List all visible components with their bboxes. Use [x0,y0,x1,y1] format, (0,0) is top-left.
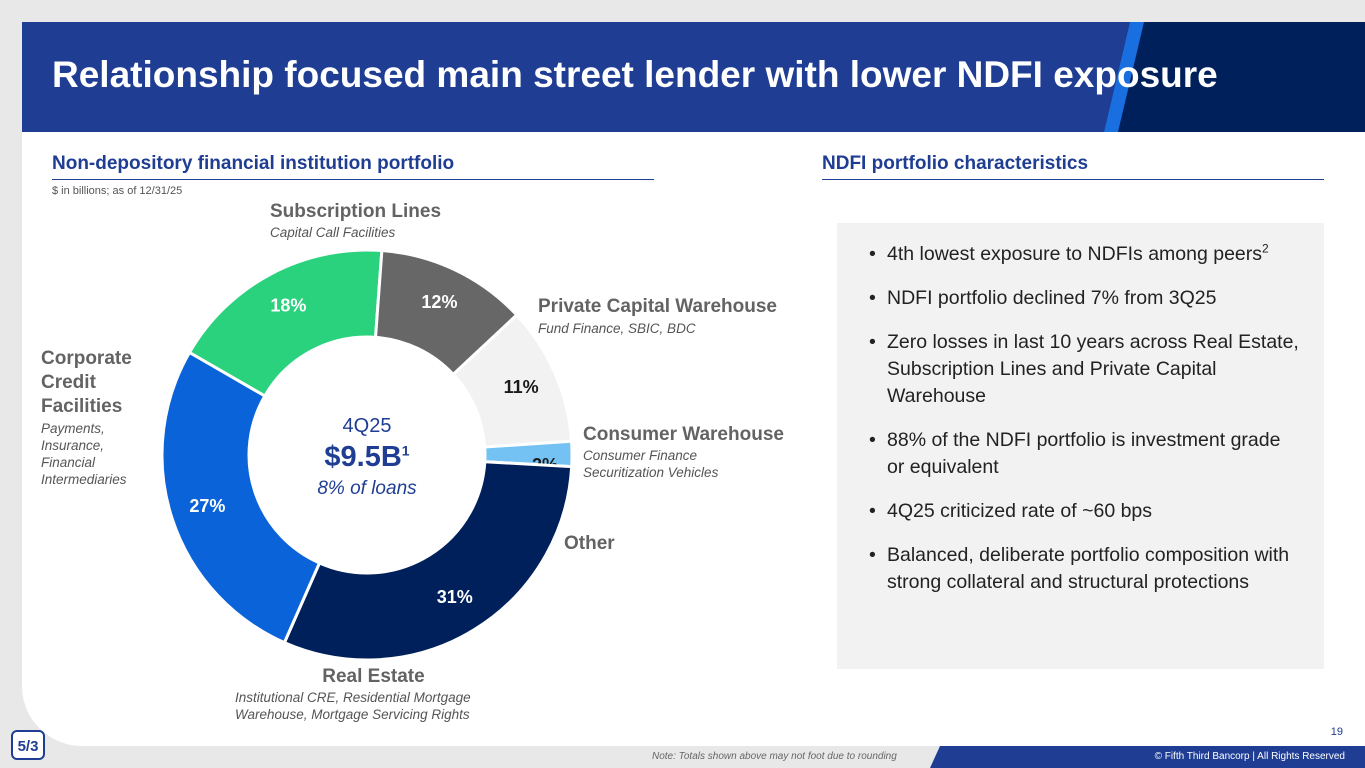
characteristic-text: NDFI portfolio declined 7% from 3Q25 [887,287,1217,309]
svg-text:5/3: 5/3 [18,738,39,755]
corporate-title-3: Facilities [41,396,123,417]
consumer-warehouse-desc-1: Consumer Finance [583,448,698,463]
donut-slice-corporate-credit-facilities [160,350,322,645]
donut-slice-real-estate [282,460,574,662]
header-accent-shape [1104,22,1365,132]
corporate-desc-3: Financial [41,455,96,470]
center-value-text: $9.5B [324,441,402,473]
footer-bar: © Fifth Third Bancorp | All Rights Reser… [930,746,1365,768]
corporate-desc-1: Payments, [41,421,105,436]
real-estate-desc-2: Warehouse, Mortgage Servicing Rights [235,707,470,722]
characteristic-text: Zero losses in last 10 years across Real… [887,331,1299,407]
donut-label-subscription-lines: 18% [270,295,306,315]
donut-label-real-estate: 31% [437,587,473,607]
slide: Relationship focused main street lender … [22,22,1365,746]
units-note: $ in billions; as of 12/31/25 [52,185,183,197]
donut-slice-subscription-lines [187,248,384,399]
subscription-lines-title: Subscription Lines [270,201,442,222]
header-bar: Relationship focused main street lender … [22,22,1365,132]
ndfi-donut-chart: 18%12%11%2%31%27% [160,248,574,662]
center-share-of-loans: 8% of loans [317,478,417,499]
real-estate-title: Real Estate [322,666,425,687]
characteristic-item: NDFI portfolio declined 7% from 3Q25 [869,285,1299,312]
portfolio-section-title: Non-depository financial institution por… [52,153,654,180]
characteristic-item: 88% of the NDFI portfolio is investment … [869,427,1299,481]
fifth-third-logo-icon: 5/3 [11,730,45,760]
characteristics-panel: 4th lowest exposure to NDFIs among peers… [837,223,1324,669]
donut-label-corporate-credit-facilities: 27% [189,496,225,516]
characteristic-item: Balanced, deliberate portfolio compositi… [869,542,1299,596]
page-title: Relationship focused main street lender … [52,54,1218,95]
center-value-footnote: 1 [401,442,410,459]
private-capital-title: Private Capital Warehouse [538,296,777,317]
characteristic-text: 4th lowest exposure to NDFIs among peers [887,243,1263,265]
consumer-warehouse-desc-2: Securitization Vehicles [583,465,719,480]
donut-label-private-capital-warehouse: 12% [421,292,457,312]
center-total-value: $9.5B1 [277,441,457,474]
characteristic-item: 4Q25 criticized rate of ~60 bps [869,498,1299,525]
donut-label-consumer-warehouse: 11% [504,377,539,397]
characteristic-item: Zero losses in last 10 years across Real… [869,329,1299,410]
characteristic-item: 4th lowest exposure to NDFIs among peers… [869,241,1299,268]
corporate-desc-2: Insurance, [41,438,105,453]
page-number: 19 [1330,726,1343,738]
consumer-warehouse-title: Consumer Warehouse [583,424,784,445]
characteristic-footnote: 2 [1262,241,1269,256]
private-capital-desc: Fund Finance, SBIC, BDC [538,321,696,336]
center-period: 4Q25 [342,415,392,437]
corporate-desc-4: Intermediaries [41,472,127,487]
rounding-footnote: Note: Totals shown above may not foot du… [652,751,897,762]
characteristic-text: 4Q25 criticized rate of ~60 bps [887,500,1153,522]
corporate-title-2: Credit [41,372,96,393]
subscription-lines-desc: Capital Call Facilities [270,225,396,240]
real-estate-desc-1: Institutional CRE, Residential Mortgage [235,690,471,705]
corporate-title-1: Corporate [41,348,132,369]
characteristic-text: Balanced, deliberate portfolio compositi… [887,544,1290,593]
characteristics-list: 4th lowest exposure to NDFIs among peers… [869,241,1299,613]
characteristics-section-title: NDFI portfolio characteristics [822,153,1324,180]
characteristic-text: 88% of the NDFI portfolio is investment … [887,429,1281,478]
copyright-text: © Fifth Third Bancorp | All Rights Reser… [1154,751,1345,762]
other-title: Other [564,533,615,554]
